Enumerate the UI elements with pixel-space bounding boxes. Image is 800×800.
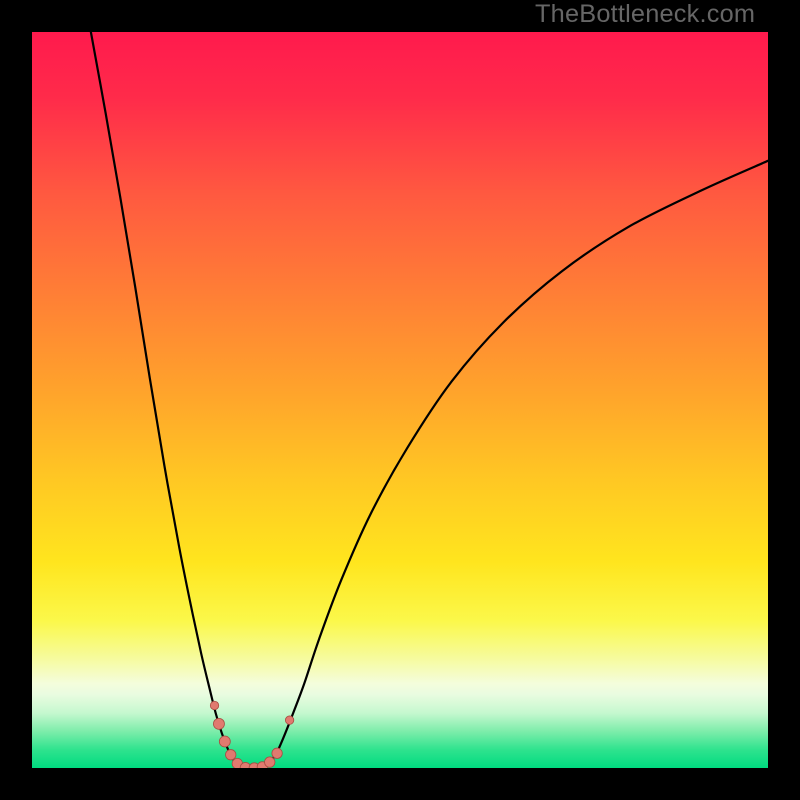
- data-marker: [226, 750, 236, 760]
- data-marker: [285, 716, 293, 724]
- bottleneck-curve-right: [253, 161, 768, 768]
- data-marker: [210, 701, 218, 709]
- chart-curves-layer: [32, 32, 768, 768]
- data-marker: [272, 748, 282, 758]
- data-marker: [219, 736, 230, 747]
- chart-plot-area: [32, 32, 768, 768]
- bottleneck-curve-left: [91, 32, 253, 768]
- data-marker: [213, 718, 224, 729]
- data-marker: [265, 757, 275, 767]
- watermark-text: TheBottleneck.com: [535, 0, 755, 29]
